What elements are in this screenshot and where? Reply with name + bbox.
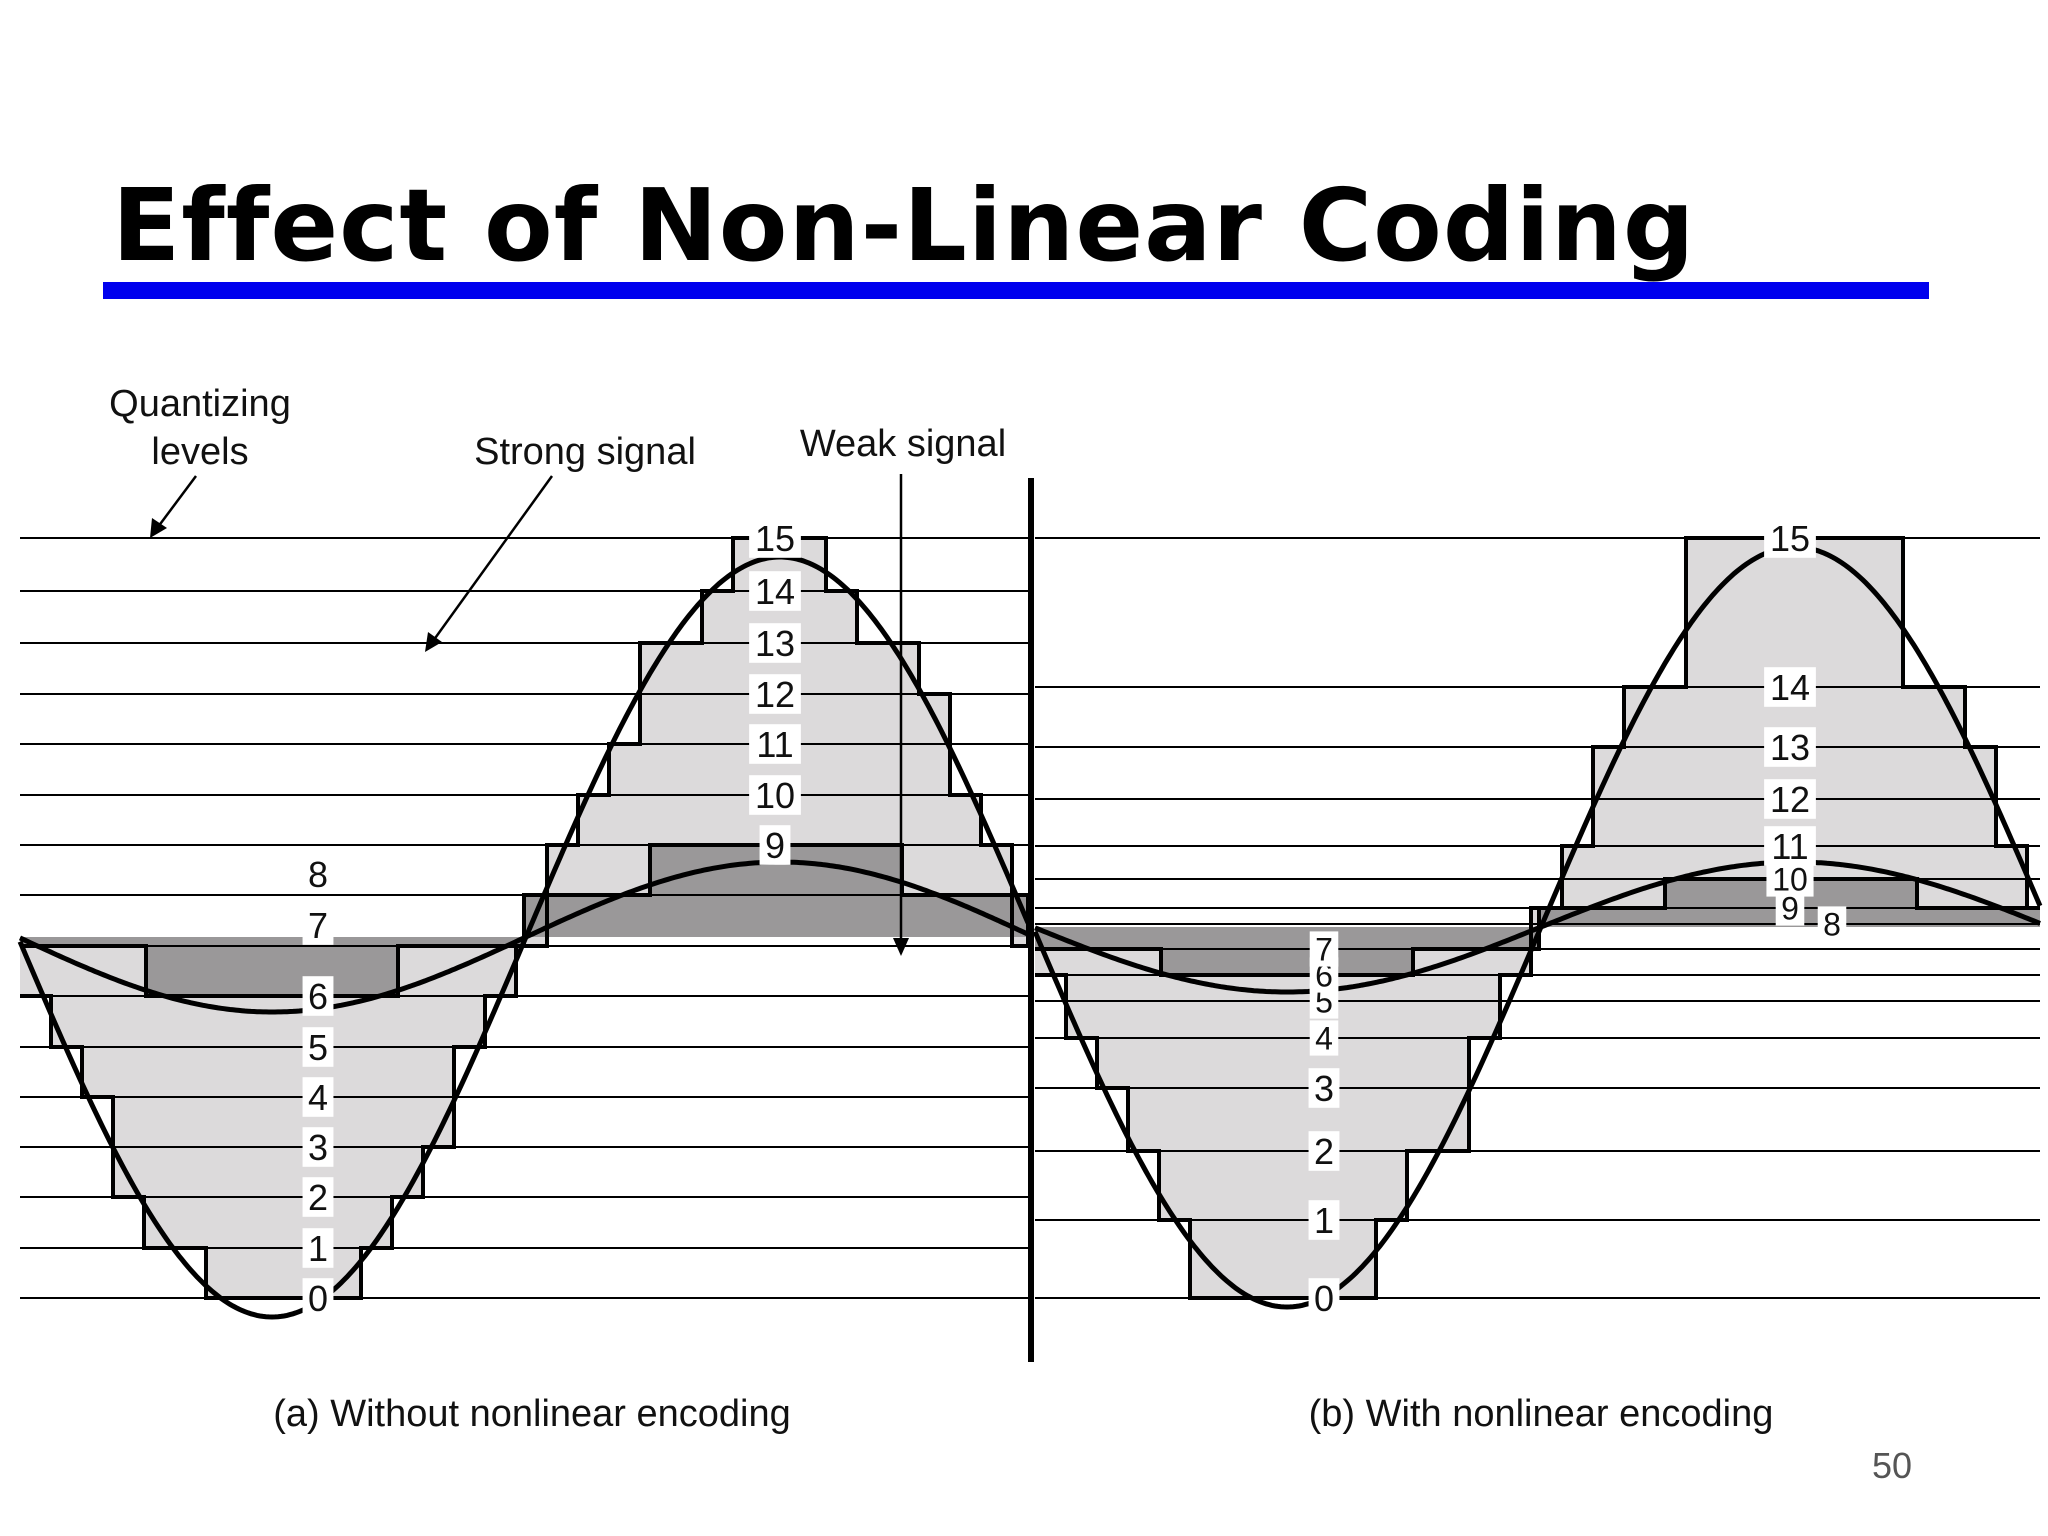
panel-a-level-label-bg-13 <box>749 623 801 663</box>
quantizing-levels-label-line1: Quantizing <box>109 383 291 425</box>
panel-a-level-label-8: 8 <box>308 854 328 895</box>
panel-a-level-label-bg-0 <box>302 1278 334 1318</box>
weak-signal-label: Weak signal <box>800 423 1006 465</box>
strong-signal-label: Strong signal <box>474 431 696 473</box>
panel-b-level-label-bg-13 <box>1764 727 1816 767</box>
panel-a-strong-curve <box>17 554 1031 1320</box>
title-underline <box>103 282 1929 299</box>
panel-a-level-label-bg-11 <box>749 724 801 764</box>
panel-a-level-label-10: 10 <box>755 775 795 816</box>
panel-a-level-label-bg-9 <box>759 825 791 865</box>
panel-b-level-label-bg-8 <box>1817 906 1847 942</box>
panel-b-level-label-bg-4 <box>1309 1020 1339 1056</box>
panel-a-level-label-bg-10 <box>749 775 801 815</box>
panel-a-level-label-2: 2 <box>308 1177 328 1218</box>
panel-b-level-label-14: 14 <box>1770 667 1810 708</box>
level-number-labels: 0123456789101112131415012345678910111213… <box>302 518 1847 1319</box>
panel-a-level-label-6: 6 <box>308 976 328 1017</box>
strong-signal-arrow <box>426 475 554 649</box>
panel-b-level-label-12: 12 <box>1770 779 1810 820</box>
panel-a-level-label-4: 4 <box>308 1077 328 1118</box>
panel-b-level-label-10: 10 <box>1772 862 1808 898</box>
panel-b-level-label-4: 4 <box>1315 1021 1333 1057</box>
panel-b-level-label-bg-3 <box>1308 1068 1340 1108</box>
panel-a-strong-staircase <box>20 536 1030 1300</box>
panel-a-level-label-bg-3 <box>302 1127 334 1167</box>
panel-b-level-label-bg-1 <box>1308 1200 1340 1240</box>
slide-title: Effect of Non-Linear Coding <box>112 167 1696 284</box>
panel-a-weak-staircase <box>20 843 1030 998</box>
signal-curves <box>17 544 2043 1320</box>
weak-signal-arrowhead <box>893 938 909 956</box>
panel-a-level-label-bg-1 <box>302 1228 334 1268</box>
panel-b-level-label-bg-7 <box>1309 931 1339 967</box>
panel-a-level-label-bg-4 <box>302 1077 334 1117</box>
panel-a-level-label-1: 1 <box>308 1228 328 1269</box>
panel-a-level-label-bg-6 <box>302 976 334 1016</box>
panel-a-level-label-bg-14 <box>749 571 801 611</box>
panel-a-weak-curve <box>18 859 1030 1015</box>
panel-a-level-label-13: 13 <box>755 623 795 664</box>
annotations: Quantizing levels Strong signal Weak sig… <box>109 383 1006 956</box>
panel-b-level-label-bg-12 <box>1764 779 1816 819</box>
panel-a-level-label-bg-15 <box>749 518 801 558</box>
panel-b-level-label-bg-2 <box>1308 1131 1340 1171</box>
panel-b-level-label-1: 1 <box>1314 1200 1334 1241</box>
panel-b-level-label-bg-15 <box>1764 518 1816 558</box>
panel-b-weak-curve <box>1034 859 2041 995</box>
panel-a-level-label-bg-12 <box>749 674 801 714</box>
panel-b-caption: (b) With nonlinear encoding <box>1309 1393 1774 1435</box>
panel-b-level-label-8: 8 <box>1823 907 1841 943</box>
panel-b-level-label-bg-10 <box>1766 861 1814 897</box>
quantizing-levels-arrowhead <box>150 518 167 538</box>
panel-b-level-label-9: 9 <box>1781 891 1799 927</box>
panel-b-strong-curve <box>1032 544 2043 1310</box>
panel-a-level-label-bg-2 <box>302 1177 334 1217</box>
panel-a-level-label-bg-5 <box>302 1027 334 1067</box>
page-number: 50 <box>1872 1445 1913 1486</box>
panel-a-level-label-5: 5 <box>308 1027 328 1068</box>
panel-a-level-label-14: 14 <box>755 571 795 612</box>
panel-a-level-label-bg-8 <box>302 854 334 894</box>
panel-a-level-label-7: 7 <box>308 905 328 946</box>
panel-b-level-label-13: 13 <box>1770 727 1810 768</box>
quantizing-levels-label-line2: levels <box>151 431 248 473</box>
panel-b-level-label-3: 3 <box>1314 1068 1334 1109</box>
panel-b-level-label-11: 11 <box>1771 826 1808 867</box>
panel-a-level-label-9: 9 <box>765 825 785 866</box>
panel-a-level-label-15: 15 <box>755 518 795 559</box>
panel-b-level-label-0: 0 <box>1314 1278 1334 1319</box>
panel-a-level-label-11: 11 <box>756 724 793 765</box>
panel-a-level-label-bg-7 <box>302 905 334 945</box>
panel-b-level-label-2: 2 <box>1314 1131 1334 1172</box>
panel-a-level-label-3: 3 <box>308 1127 328 1168</box>
panel-a-level-label-0: 0 <box>308 1278 328 1319</box>
panel-b-level-label-bg-14 <box>1764 667 1816 707</box>
panel-b-level-label-15: 15 <box>1770 518 1810 559</box>
panel-b-level-label-bg-0 <box>1308 1278 1340 1318</box>
panel-b-level-label-7: 7 <box>1315 932 1333 968</box>
strong-signal-arrowhead <box>425 632 442 652</box>
panel-a-level-label-12: 12 <box>755 674 795 715</box>
panel-b-level-label-bg-11 <box>1764 826 1816 866</box>
panel-a-caption: (a) Without nonlinear encoding <box>273 1393 791 1435</box>
